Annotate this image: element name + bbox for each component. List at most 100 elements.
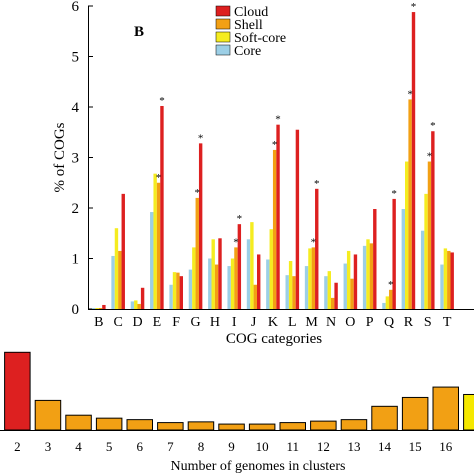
bar-cloud-L [295, 129, 300, 309]
legend-label: Shell [234, 18, 263, 33]
significance-asterisk: * [388, 279, 394, 291]
panel-label: B [134, 24, 144, 40]
bar-core-O [343, 263, 347, 309]
y-axis-label: % of COGs [52, 122, 68, 192]
x-tick-label: I [232, 315, 237, 330]
bar-shell-C [118, 250, 122, 309]
histogram-tick-label: 9 [228, 439, 235, 454]
bar-cloud-G [198, 143, 203, 309]
bar-cloud-F [179, 276, 183, 309]
bar-cloud-H [218, 238, 222, 309]
histogram-tick-label: 2 [14, 439, 21, 454]
bar-soft-core-O [346, 250, 351, 309]
bar-core-F [169, 284, 173, 309]
bar-soft-core-I [230, 258, 235, 309]
bar-core-Q [382, 302, 386, 309]
bar-cloud-I [237, 224, 242, 309]
bar-shell-Q [389, 289, 393, 309]
x-tick-label: K [268, 315, 278, 330]
histogram-bar [34, 399, 62, 431]
histogram-tick-label: 12 [317, 439, 330, 454]
bar-cloud-O [353, 254, 358, 309]
histogram-bar [65, 414, 92, 431]
background-histogram: 2 3 4 5 6 7 8 9 10 11 12 13 14 15 16 Number of genomes … [0, 351, 474, 474]
histogram-bar [126, 419, 153, 431]
bar-core-R [401, 209, 405, 309]
y-tick-label: 2 [72, 201, 80, 217]
bar-soft-core-E [153, 173, 157, 309]
bar-shell-P [369, 243, 374, 309]
bar-core-E [150, 212, 154, 309]
bar-soft-core-N [327, 271, 331, 309]
x-axis-label: COG categories [226, 331, 322, 347]
bar-soft-core-H [211, 239, 215, 309]
x-tick-label: S [424, 315, 432, 330]
histogram-bar [248, 423, 276, 431]
bar-soft-core-R [405, 161, 409, 309]
significance-asterisk: * [314, 178, 320, 190]
bar-shell-O [350, 278, 354, 309]
histogram-tick-label: 7 [167, 439, 174, 454]
x-tick-label: F [172, 315, 180, 330]
histogram-bar [187, 421, 215, 431]
x-tick-label: J [251, 315, 257, 330]
bar-core-M [304, 266, 309, 309]
x-tick-label: P [366, 315, 374, 330]
histogram-bar [279, 422, 306, 431]
significance-asterisk: * [430, 120, 436, 132]
significance-asterisk: * [156, 172, 162, 184]
bar-shell-D [137, 303, 141, 309]
bar-soft-core-P [366, 239, 370, 309]
histogram-tick-label: 4 [75, 439, 82, 454]
y-tick-label: 3 [72, 151, 80, 167]
x-tick-label: Q [384, 315, 394, 330]
bar-shell-R [408, 99, 412, 309]
legend-swatch [215, 44, 231, 56]
bar-core-K [266, 259, 270, 309]
histogram-tick-label: 6 [137, 439, 144, 454]
histogram-bar [432, 386, 459, 431]
significance-asterisk: * [198, 132, 204, 144]
bar-core-T [440, 264, 444, 309]
significance-asterisk: * [391, 188, 397, 200]
bar-core-H [208, 258, 212, 309]
significance-asterisk: * [411, 1, 417, 13]
bar-soft-core-K [269, 229, 273, 309]
y-tick-label: 6 [72, 0, 80, 15]
bar-cloud-P [373, 209, 377, 309]
x-tick-label: C [113, 315, 122, 330]
bar-shell-G [195, 197, 199, 309]
legend-label: Cloud [234, 5, 268, 20]
bar-core-J [246, 239, 251, 309]
bar-core-G [188, 269, 193, 309]
bar-cloud-T [450, 252, 454, 309]
histogram-tick-label: 15 [409, 439, 422, 454]
bar-cloud-K [276, 124, 280, 309]
bar-shell-J [253, 284, 257, 309]
x-tick-label: O [345, 315, 355, 330]
legend-label: Soft-core [234, 31, 286, 46]
bar-cloud-D [140, 287, 145, 309]
bar-shell-K [272, 149, 277, 309]
histogram-x-axis-label: Number of genomes in clusters [171, 459, 346, 474]
legend-swatch [215, 5, 231, 17]
histogram-tick-label: 16 [439, 439, 453, 454]
x-tick-label: N [326, 315, 336, 330]
bar-soft-core-T [443, 248, 448, 309]
significance-asterisk: * [159, 95, 165, 107]
histogram-tick-label: 3 [45, 439, 52, 454]
bar-soft-core-L [288, 261, 293, 309]
histogram-bar [310, 420, 337, 431]
bar-soft-core-S [424, 193, 428, 309]
bar-cloud-B [102, 304, 106, 309]
bar-soft-core-M [308, 248, 312, 309]
bar-soft-core-B [95, 307, 99, 309]
bar-cloud-C [121, 193, 125, 309]
bar-cloud-M [315, 188, 319, 309]
histogram-tick-label: 5 [106, 439, 113, 454]
y-tick-label: 4 [72, 100, 80, 116]
bar-cloud-R [411, 12, 416, 310]
bar-shell-B [98, 307, 103, 309]
